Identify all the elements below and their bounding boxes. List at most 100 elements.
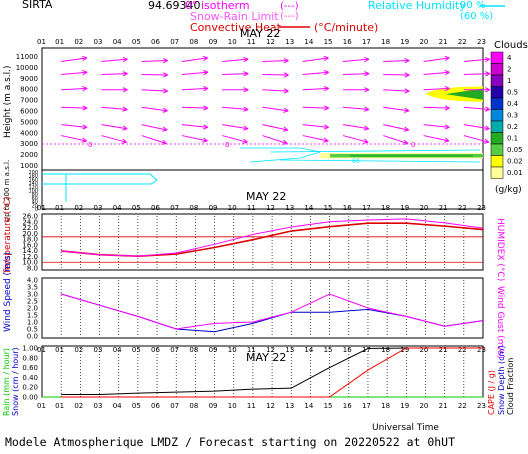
wind-arrow — [383, 136, 408, 145]
wind-hour-label: 22 — [458, 346, 467, 354]
temp-hour-label: 18 — [381, 204, 390, 212]
precip-hour-label: 02 — [74, 402, 83, 410]
wind-arrow — [101, 125, 127, 131]
colorbar-cell — [491, 167, 503, 179]
colorbar-tick-label: 0.02 — [507, 158, 523, 166]
height-tick-label: 8000 — [20, 86, 38, 94]
temp-hour-label: 14 — [304, 204, 313, 212]
cloud-layer — [320, 87, 483, 159]
wind-hour-label: 20 — [419, 346, 428, 354]
wind-arrow — [464, 136, 489, 144]
wind-arrow — [424, 70, 450, 74]
colorbar-tick-label: 4 — [507, 54, 512, 62]
wind-arrow — [424, 106, 450, 110]
precip-hour-label: 04 — [113, 402, 122, 410]
wind-hour-label: 04 — [113, 346, 122, 354]
wind-arrow — [303, 125, 329, 129]
wind-arrow — [182, 106, 208, 110]
precip-tick-label: 1.00 — [22, 345, 38, 353]
wind-arrow — [222, 72, 248, 76]
upper-hour-label: 15 — [324, 38, 333, 46]
height-tick-label: 6000 — [20, 108, 38, 116]
station-name: SIRTA — [22, 0, 53, 11]
colorbar-cell — [491, 144, 503, 156]
precip-hour-label: 07 — [170, 402, 179, 410]
precip-hour-label: 10 — [228, 402, 237, 410]
wind-hour-label: 23 — [477, 346, 486, 354]
panel2-date-label: MAY 22 — [246, 190, 286, 203]
colorbar-cell — [491, 87, 503, 99]
height-tick-label: 11000 — [16, 53, 38, 61]
wind-arrow — [101, 88, 127, 92]
height-axis: 1100010000900080007000600050004000300020… — [16, 53, 38, 213]
wind-arrow — [464, 57, 490, 61]
wind-arrow — [343, 125, 369, 131]
wind-arrow — [343, 88, 369, 92]
temp-hour-label: 02 — [74, 204, 83, 212]
colorbar-unit: (g/kg) — [495, 185, 522, 195]
cloudfraction-axis-title: Cloud Fraction — [506, 358, 515, 415]
panel4-date-label: MAY 22 — [246, 351, 286, 364]
temp-hour-label: 19 — [400, 204, 409, 212]
precip-tick-label: 0.40 — [22, 374, 38, 382]
wind-arrow — [182, 70, 208, 74]
temp-hour-label: 22 — [458, 204, 467, 212]
wind-hour-label: 15 — [324, 346, 333, 354]
wind-hour-label: 13 — [285, 346, 294, 354]
wind-arrow — [182, 136, 207, 143]
upper-hour-label: 04 — [113, 38, 122, 46]
rain-axis-title: Rain (mm / hour) — [2, 348, 11, 416]
wind-arrow — [61, 125, 87, 129]
colorbar-cell — [491, 156, 503, 168]
wind-hour-label: 10 — [228, 346, 237, 354]
rh-contour-label: 60 — [352, 158, 360, 165]
wind-hour-label: 17 — [362, 346, 371, 354]
upper-hour-label: 14 — [304, 38, 313, 46]
temperature-tick-label: 8.0 — [27, 265, 38, 273]
wind-hour-label: 16 — [343, 346, 352, 354]
wind-tick-label: 0.0 — [27, 333, 38, 341]
temp-hour-label: 16 — [343, 204, 352, 212]
temperature-lines — [42, 216, 483, 268]
precip-hour-label: 08 — [189, 402, 198, 410]
precip-hour-label: 15 — [324, 402, 333, 410]
height-tick-label: 4000 — [20, 129, 38, 137]
precip-tick-label: 0.00 — [22, 394, 38, 402]
upper-hour-label: 07 — [170, 38, 179, 46]
precip-hour-label: 01 — [55, 402, 64, 410]
humidex-axis-title: HUMIDEX (°C) — [495, 218, 505, 281]
wind-hour-label: 09 — [209, 346, 218, 354]
upper-hour-label: 17 — [362, 38, 371, 46]
wind-arrow — [263, 89, 289, 93]
height-tick-label: 10000 — [16, 64, 38, 72]
precip-hour-label: 06 — [151, 402, 160, 410]
temp-hour-label: 03 — [94, 204, 103, 212]
wind-arrow — [263, 107, 289, 112]
precip-hour-label: 22 — [458, 402, 467, 410]
wind-arrow — [303, 56, 329, 61]
temp-hour-label: 08 — [189, 204, 198, 212]
precip-hour-label: 18 — [381, 402, 390, 410]
wind-arrow — [222, 88, 248, 92]
zero-isotherm-label-right: 0 — [411, 141, 415, 149]
colorbar-tick-label: 0.1 — [507, 135, 518, 143]
upper-hour-label: 12 — [266, 38, 275, 46]
wind-arrow — [222, 107, 248, 111]
upper-hour-label: 10 — [228, 38, 237, 46]
wind-arrow — [101, 107, 127, 111]
colorbar-cell — [491, 110, 503, 122]
colorbar-cell — [491, 64, 503, 76]
colorbar-cell — [491, 52, 503, 64]
rh-contour-lowlevel — [42, 174, 157, 184]
wind-arrow — [61, 56, 87, 61]
wind-arrow — [101, 136, 126, 144]
upper-hour-label: 08 — [189, 38, 198, 46]
precip-hour-label: 19 — [400, 402, 409, 410]
wind-arrow — [464, 125, 490, 131]
colorbar-title: Clouds — [494, 40, 528, 51]
upper-hour-label: 01 — [37, 38, 46, 46]
upper-hour-label: 11 — [247, 38, 256, 46]
precip-hour-label: 20 — [419, 402, 428, 410]
